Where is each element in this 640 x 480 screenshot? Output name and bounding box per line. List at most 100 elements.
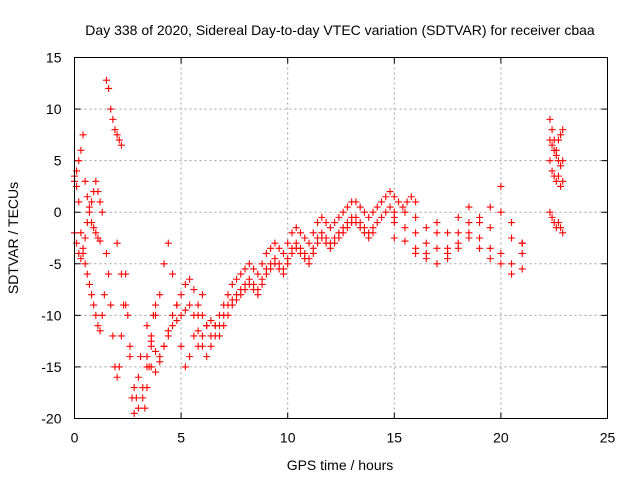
data-point	[386, 203, 394, 211]
data-point	[92, 229, 100, 237]
data-point	[111, 126, 119, 134]
data-point	[147, 337, 155, 345]
data-point	[164, 239, 172, 247]
data-point	[85, 208, 93, 216]
data-point	[177, 342, 185, 350]
data-point	[401, 208, 409, 216]
data-point	[194, 301, 202, 309]
data-point	[339, 229, 347, 237]
data-point	[454, 229, 462, 237]
data-point	[454, 213, 462, 221]
data-point	[152, 301, 160, 309]
data-point	[331, 239, 339, 247]
data-point	[309, 249, 317, 257]
data-point	[75, 157, 83, 165]
data-point	[100, 291, 108, 299]
data-point	[326, 224, 334, 232]
data-point	[546, 208, 554, 216]
data-point	[117, 332, 125, 340]
plot-frame	[74, 57, 608, 419]
data-point	[486, 244, 494, 252]
data-point	[548, 167, 556, 175]
data-point	[81, 260, 89, 268]
data-point	[284, 260, 292, 268]
data-point	[292, 224, 300, 232]
data-point	[365, 234, 373, 242]
data-point	[382, 193, 390, 201]
data-point	[75, 198, 83, 206]
data-point	[83, 219, 91, 227]
data-point	[134, 404, 142, 412]
data-point	[77, 146, 85, 154]
series-1	[71, 177, 108, 335]
data-point	[314, 219, 322, 227]
series-12	[412, 182, 526, 273]
data-point	[141, 404, 149, 412]
data-point	[77, 255, 85, 263]
data-point	[137, 353, 145, 361]
series-5	[113, 239, 206, 412]
data-point	[559, 229, 567, 237]
data-point	[284, 239, 292, 247]
data-point	[497, 249, 505, 257]
x-tick-label: 5	[177, 430, 185, 446]
data-point	[90, 301, 98, 309]
data-point	[486, 255, 494, 263]
y-axis-title: SDTVAR / TECUs	[5, 182, 21, 294]
x-axis-title: GPS time / hours	[287, 457, 394, 473]
data-point	[102, 76, 110, 84]
data-point	[465, 219, 473, 227]
data-point	[399, 203, 407, 211]
data-point	[288, 249, 296, 257]
data-point	[552, 177, 560, 185]
data-point	[198, 291, 206, 299]
series-10	[390, 229, 526, 278]
y-tick-label: 5	[54, 153, 62, 169]
data-point	[207, 342, 215, 350]
data-points	[71, 76, 567, 417]
data-point	[390, 193, 398, 201]
data-point	[132, 394, 140, 402]
data-point	[326, 244, 334, 252]
data-point	[77, 229, 85, 237]
data-point	[233, 296, 241, 304]
data-point	[518, 265, 526, 273]
data-point	[508, 234, 516, 242]
data-point	[476, 244, 484, 252]
data-point	[305, 260, 313, 268]
data-point	[314, 239, 322, 247]
data-point	[548, 141, 556, 149]
data-point	[557, 162, 565, 170]
data-point	[554, 219, 562, 227]
x-tick-label: 0	[71, 430, 79, 446]
data-point	[98, 208, 106, 216]
data-point	[275, 265, 283, 273]
data-point	[198, 311, 206, 319]
data-point	[115, 136, 123, 144]
series-15	[546, 208, 567, 237]
data-point	[546, 157, 554, 165]
data-point	[237, 291, 245, 299]
series-3	[102, 76, 125, 149]
data-point	[365, 213, 373, 221]
y-tick-label: -5	[49, 256, 62, 272]
data-point	[152, 311, 160, 319]
data-point	[444, 249, 452, 257]
data-point	[373, 203, 381, 211]
data-point	[271, 239, 279, 247]
data-point	[352, 198, 360, 206]
chart-title: Day 338 of 2020, Sidereal Day-to-day VTE…	[85, 22, 595, 38]
data-point	[156, 291, 164, 299]
data-point	[113, 373, 121, 381]
data-point	[369, 229, 377, 237]
data-point	[152, 368, 160, 376]
data-point	[433, 229, 441, 237]
data-point	[173, 317, 181, 325]
series-11	[390, 203, 526, 247]
data-point	[382, 208, 390, 216]
data-point	[486, 203, 494, 211]
series-4	[102, 249, 160, 417]
data-point	[546, 115, 554, 123]
data-point	[94, 188, 102, 196]
data-point	[518, 249, 526, 257]
